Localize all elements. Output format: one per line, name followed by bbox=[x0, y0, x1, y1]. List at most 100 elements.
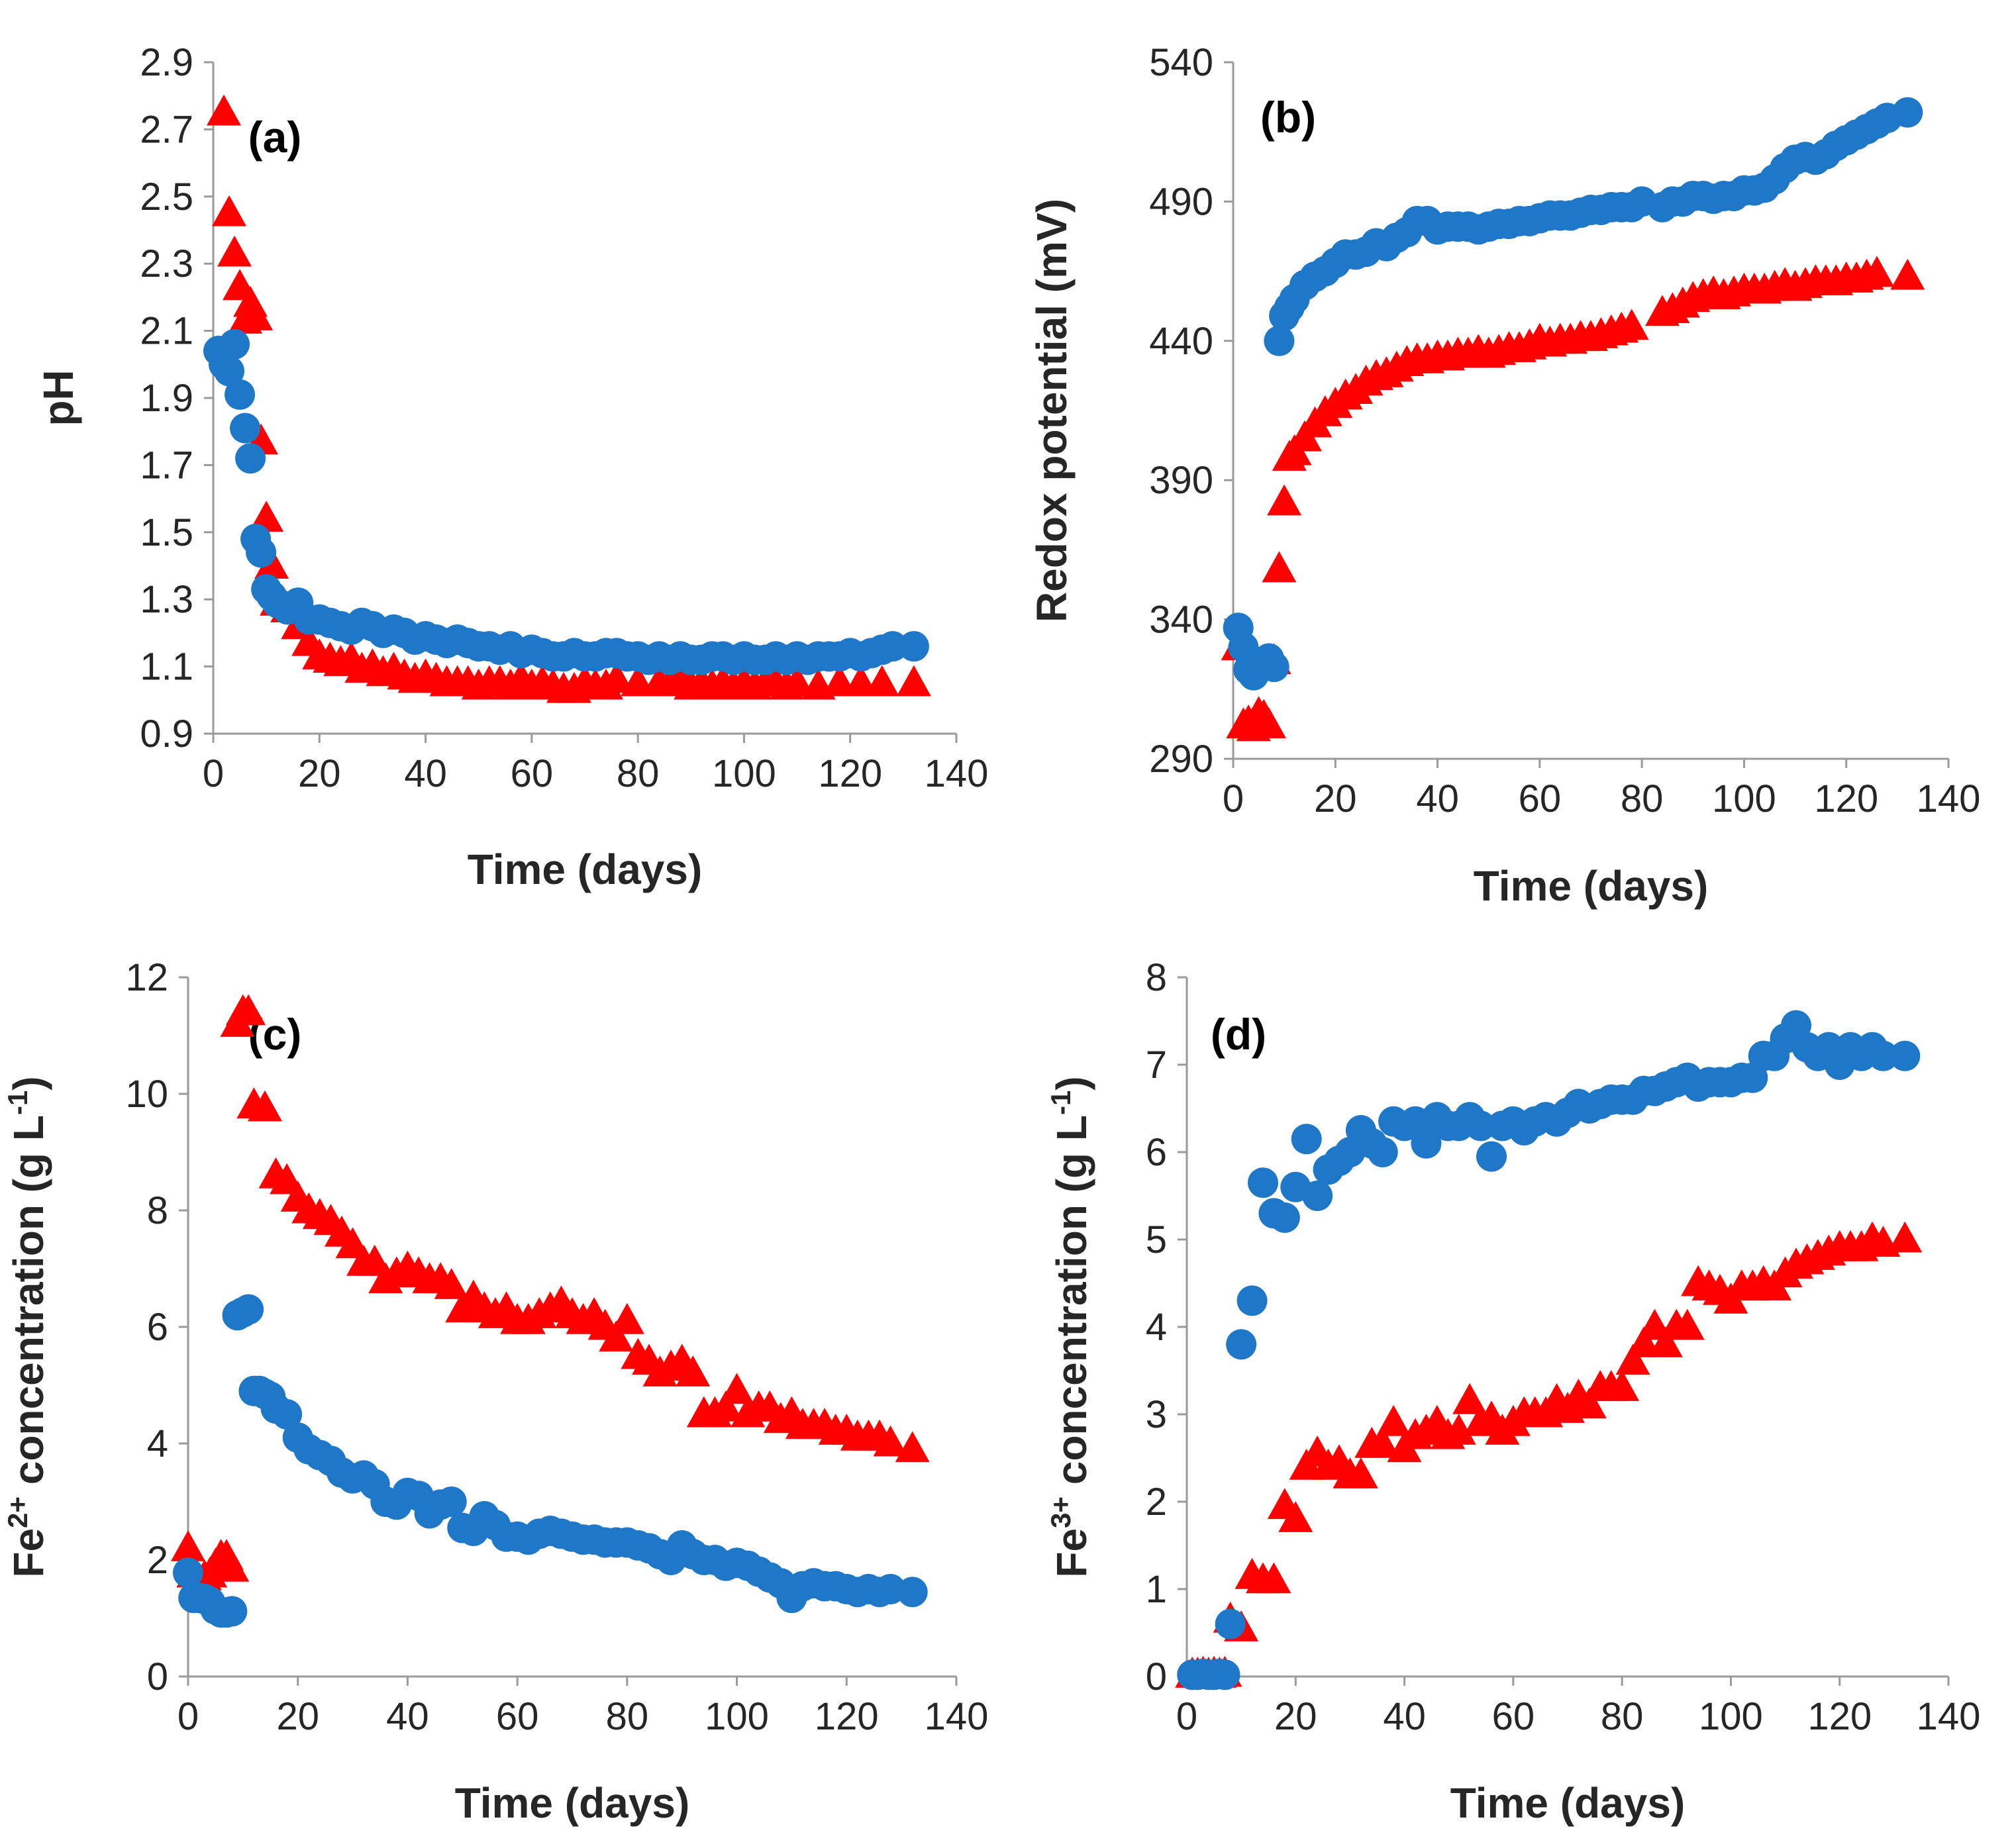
data-point-circle bbox=[272, 1399, 303, 1430]
y-tick-label: 1.7 bbox=[140, 444, 193, 487]
y-tick-label: 1.5 bbox=[140, 511, 193, 554]
data-point-triangle bbox=[599, 661, 634, 693]
data-point-circle bbox=[233, 1294, 264, 1325]
data-point-circle bbox=[1226, 1329, 1257, 1360]
data-point-circle bbox=[1890, 1040, 1921, 1071]
data-point-triangle bbox=[212, 195, 247, 226]
y-tick-label: 2 bbox=[1146, 1481, 1167, 1524]
data-point-circle bbox=[436, 1486, 467, 1517]
y-axis-title-part: -1 bbox=[2, 1091, 33, 1115]
x-tick-label: 140 bbox=[1917, 1695, 1981, 1738]
data-point-circle bbox=[1367, 1137, 1398, 1167]
y-axis-title-part: Fe bbox=[5, 1528, 52, 1578]
data-point-triangle bbox=[1888, 1221, 1923, 1253]
x-tick-label: 20 bbox=[298, 752, 341, 795]
x-tick-label: 100 bbox=[712, 752, 776, 795]
panel-label: (a) bbox=[248, 113, 302, 162]
data-point-circle bbox=[214, 356, 245, 387]
y-tick-label: 3 bbox=[1146, 1393, 1167, 1436]
y-axis-title: Redox potential (mV) bbox=[1028, 199, 1076, 622]
data-point-circle bbox=[1868, 1040, 1899, 1071]
data-point-circle bbox=[1476, 1141, 1507, 1172]
data-point-triangle bbox=[1441, 1414, 1476, 1445]
y-tick-label: 7 bbox=[1146, 1044, 1167, 1087]
series-triangle bbox=[207, 94, 931, 703]
data-point-circle bbox=[225, 379, 256, 410]
x-tick-label: 40 bbox=[1383, 1695, 1426, 1738]
x-tick-label: 120 bbox=[1807, 1695, 1872, 1738]
series-triangle bbox=[171, 994, 930, 1594]
data-point-triangle bbox=[719, 1373, 754, 1404]
y-axis-title: Fe3+ concentration (g L-1) bbox=[1045, 1076, 1095, 1577]
x-tick-label: 80 bbox=[1621, 777, 1664, 820]
y-tick-label: 1.1 bbox=[140, 646, 193, 689]
y-tick-label: 0.9 bbox=[140, 712, 193, 755]
data-point-circle bbox=[897, 1577, 928, 1608]
data-point-triangle bbox=[599, 1320, 634, 1352]
y-tick-label: 1 bbox=[1146, 1568, 1167, 1611]
y-axis-title-part: -1 bbox=[1045, 1091, 1076, 1115]
data-point-triangle bbox=[1452, 1383, 1487, 1414]
y-tick-label: 2 bbox=[147, 1539, 168, 1582]
data-point-triangle bbox=[231, 994, 266, 1026]
y-tick-label: 2.3 bbox=[140, 242, 193, 285]
y-tick-label: 2.1 bbox=[140, 310, 193, 353]
y-tick-label: 540 bbox=[1149, 41, 1213, 84]
data-point-triangle bbox=[709, 1390, 743, 1422]
x-tick-label: 20 bbox=[1314, 777, 1357, 820]
y-tick-label: 2.9 bbox=[140, 41, 193, 84]
x-tick-label: 0 bbox=[177, 1695, 199, 1738]
y-axis-title-part: concentration (g L bbox=[1048, 1115, 1095, 1496]
y-tick-label: 2.5 bbox=[140, 175, 193, 219]
series-circle bbox=[1177, 1010, 1921, 1690]
y-tick-label: 0 bbox=[147, 1655, 168, 1698]
data-point-circle bbox=[1215, 1608, 1246, 1639]
y-axis-title-part: 3+ bbox=[1045, 1496, 1076, 1528]
y-tick-label: 6 bbox=[147, 1306, 168, 1349]
data-point-circle bbox=[898, 631, 929, 662]
y-tick-label: 0 bbox=[1146, 1655, 1167, 1698]
data-point-triangle bbox=[248, 1090, 282, 1122]
data-point-triangle bbox=[676, 1355, 711, 1386]
y-tick-label: 1.9 bbox=[140, 377, 193, 420]
data-point-triangle bbox=[1365, 1426, 1400, 1458]
data-point-circle bbox=[1248, 1167, 1278, 1198]
data-point-circle bbox=[1302, 1181, 1333, 1211]
data-point-circle bbox=[1264, 325, 1295, 356]
data-point-triangle bbox=[873, 1425, 908, 1457]
series-circle bbox=[203, 328, 929, 675]
y-axis-title: pH bbox=[34, 369, 82, 426]
data-point-triangle bbox=[171, 1530, 205, 1561]
x-tick-label: 40 bbox=[386, 1695, 429, 1738]
x-axis-title: Time (days) bbox=[468, 846, 703, 893]
x-tick-label: 80 bbox=[606, 1695, 649, 1738]
data-point-circle bbox=[1411, 1128, 1442, 1159]
x-tick-label: 60 bbox=[1519, 777, 1562, 820]
y-tick-label: 340 bbox=[1149, 599, 1213, 642]
x-tick-label: 140 bbox=[925, 752, 989, 795]
data-point-triangle bbox=[1890, 258, 1925, 290]
y-tick-label: 440 bbox=[1149, 320, 1213, 363]
data-point-circle bbox=[1236, 1285, 1268, 1316]
data-point-circle bbox=[1291, 1124, 1322, 1155]
data-point-circle bbox=[1892, 97, 1923, 128]
data-point-circle bbox=[1465, 1110, 1496, 1142]
series-triangle bbox=[1175, 1221, 1923, 1688]
y-tick-label: 2.7 bbox=[140, 108, 193, 151]
data-point-triangle bbox=[1376, 1404, 1411, 1436]
data-point-triangle bbox=[1648, 1326, 1683, 1357]
x-tick-label: 40 bbox=[404, 752, 447, 795]
data-point-circle bbox=[173, 1557, 203, 1588]
panel-label: (b) bbox=[1260, 93, 1316, 142]
panel-label: (d) bbox=[1211, 1010, 1266, 1059]
panel-a-ph-chart: 0.9 1.1 1.3 1.5 1.7 1.9 2.1 2.3 2.5 2.7 2.9 0 20 40 60… bbox=[34, 41, 988, 893]
data-point-triangle bbox=[217, 235, 252, 267]
x-tick-label: 40 bbox=[1416, 777, 1459, 820]
data-point-triangle bbox=[1627, 1326, 1661, 1357]
y-axis-title-part: concentration (g L bbox=[5, 1115, 52, 1496]
data-point-triangle bbox=[207, 94, 242, 126]
data-point-circle bbox=[246, 537, 277, 568]
data-point-triangle bbox=[1267, 484, 1302, 516]
